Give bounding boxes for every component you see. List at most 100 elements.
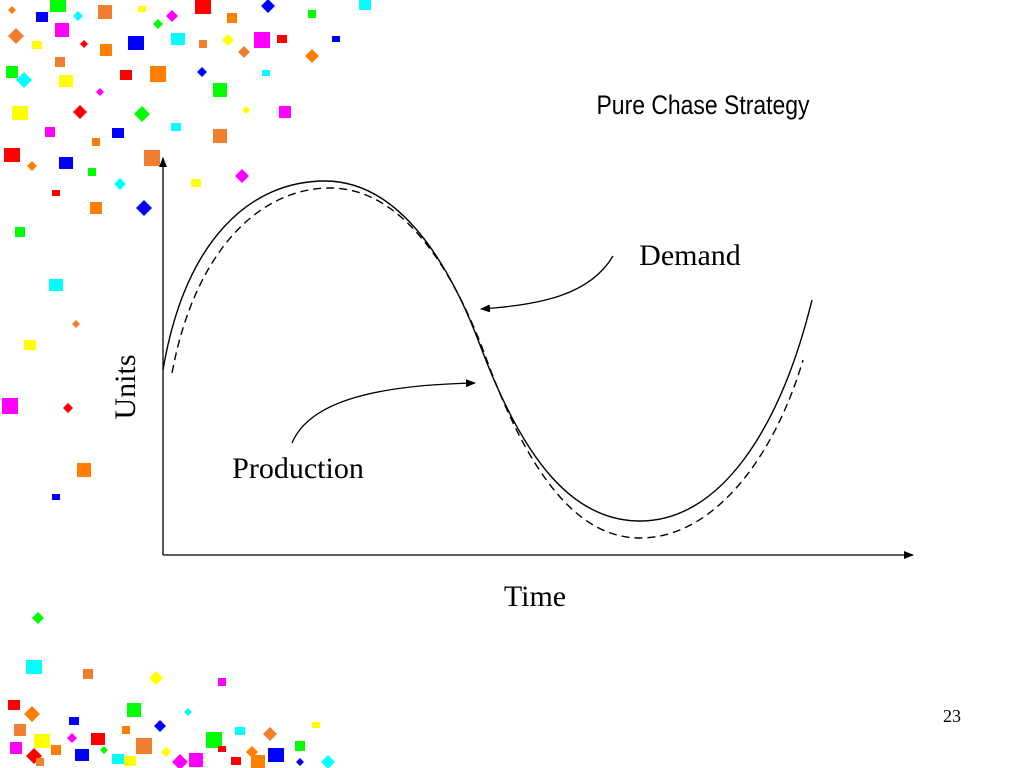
confetti-piece xyxy=(8,6,16,14)
confetti-piece xyxy=(332,36,340,42)
confetti-decoration xyxy=(2,0,371,768)
confetti-piece xyxy=(34,734,50,748)
confetti-piece xyxy=(218,746,226,752)
confetti-piece xyxy=(24,340,36,350)
confetti-piece xyxy=(88,168,96,176)
confetti-piece xyxy=(254,32,270,48)
confetti-piece xyxy=(14,724,26,736)
confetti-piece xyxy=(150,66,166,82)
confetti-piece xyxy=(268,748,284,762)
confetti-piece xyxy=(49,279,63,291)
confetti-piece xyxy=(83,669,93,679)
confetti-piece xyxy=(296,758,304,766)
confetti-piece xyxy=(149,671,163,685)
confetti-piece xyxy=(195,0,211,14)
confetti-piece xyxy=(67,733,77,743)
confetti-piece xyxy=(59,157,73,169)
confetti-piece xyxy=(36,758,44,766)
confetti-piece xyxy=(6,66,18,78)
confetti-piece xyxy=(136,200,152,216)
confetti-piece xyxy=(197,67,207,77)
confetti-piece xyxy=(261,0,275,13)
confetti-piece xyxy=(312,722,320,728)
confetti-piece xyxy=(251,755,265,768)
confetti-piece xyxy=(91,733,105,745)
confetti-piece xyxy=(12,106,28,120)
confetti-piece xyxy=(69,717,79,725)
confetti-piece xyxy=(134,106,150,122)
confetti-piece xyxy=(279,106,291,118)
confetti-piece xyxy=(112,754,124,764)
confetti-piece xyxy=(2,398,18,414)
confetti-piece xyxy=(55,23,69,37)
confetti-piece xyxy=(114,178,126,190)
confetti-piece xyxy=(73,11,83,21)
confetti-piece xyxy=(184,708,192,716)
confetti-piece xyxy=(27,161,37,171)
confetti-piece xyxy=(112,128,124,138)
confetti-piece xyxy=(45,127,55,137)
confetti-piece xyxy=(77,463,91,477)
confetti-piece xyxy=(213,129,227,143)
confetti-piece xyxy=(321,755,335,768)
confetti-piece xyxy=(52,190,60,196)
y-axis-label: Units xyxy=(109,354,142,419)
confetti-piece xyxy=(166,10,178,22)
confetti-piece xyxy=(154,720,166,732)
confetti-piece xyxy=(144,150,160,166)
confetti-piece xyxy=(10,742,22,754)
confetti-piece xyxy=(59,75,73,87)
confetti-piece xyxy=(124,756,136,766)
confetti-piece xyxy=(277,35,287,43)
confetti-piece xyxy=(305,49,319,63)
confetti-piece xyxy=(263,727,277,741)
confetti-piece xyxy=(172,754,188,768)
confetti-piece xyxy=(189,753,203,767)
confetti-piece xyxy=(199,40,207,48)
confetti-piece xyxy=(100,44,112,56)
confetti-piece xyxy=(16,72,32,88)
confetti-piece xyxy=(231,757,241,765)
confetti-piece xyxy=(222,34,234,46)
production-label: Production xyxy=(232,452,364,485)
x-axis-label: Time xyxy=(504,580,566,613)
confetti-piece xyxy=(238,46,250,58)
confetti-piece xyxy=(138,6,146,12)
confetti-piece xyxy=(32,41,42,49)
confetti-piece xyxy=(26,660,42,674)
confetti-piece xyxy=(359,0,371,10)
confetti-piece xyxy=(128,36,144,50)
confetti-piece xyxy=(32,612,44,624)
confetti-piece xyxy=(161,747,171,757)
confetti-piece xyxy=(136,738,152,754)
slide-number: 23 xyxy=(943,706,961,726)
confetti-piece xyxy=(52,494,60,500)
demand-curve xyxy=(162,180,813,522)
confetti-piece xyxy=(218,678,226,686)
confetti-piece xyxy=(73,105,87,119)
confetti-piece xyxy=(122,726,130,734)
slide-title: Pure Chase Strategy xyxy=(597,90,810,120)
confetti-piece xyxy=(50,0,66,12)
confetti-piece xyxy=(55,57,65,67)
confetti-piece xyxy=(98,5,112,19)
confetti-piece xyxy=(92,138,100,146)
confetti-piece xyxy=(127,703,141,717)
confetti-piece xyxy=(153,19,163,29)
confetti-piece xyxy=(120,70,132,80)
confetti-piece xyxy=(100,746,108,754)
confetti-piece xyxy=(72,320,80,328)
confetti-piece xyxy=(96,88,104,96)
confetti-piece xyxy=(4,148,20,162)
confetti-piece xyxy=(63,403,73,413)
production-curve xyxy=(171,187,804,539)
demand-label: Demand xyxy=(639,239,741,272)
production-arrow xyxy=(291,379,476,444)
confetti-piece xyxy=(80,40,88,48)
confetti-piece xyxy=(227,13,237,23)
confetti-piece xyxy=(90,202,102,214)
confetti-piece xyxy=(242,106,250,114)
confetti-piece xyxy=(295,741,305,751)
